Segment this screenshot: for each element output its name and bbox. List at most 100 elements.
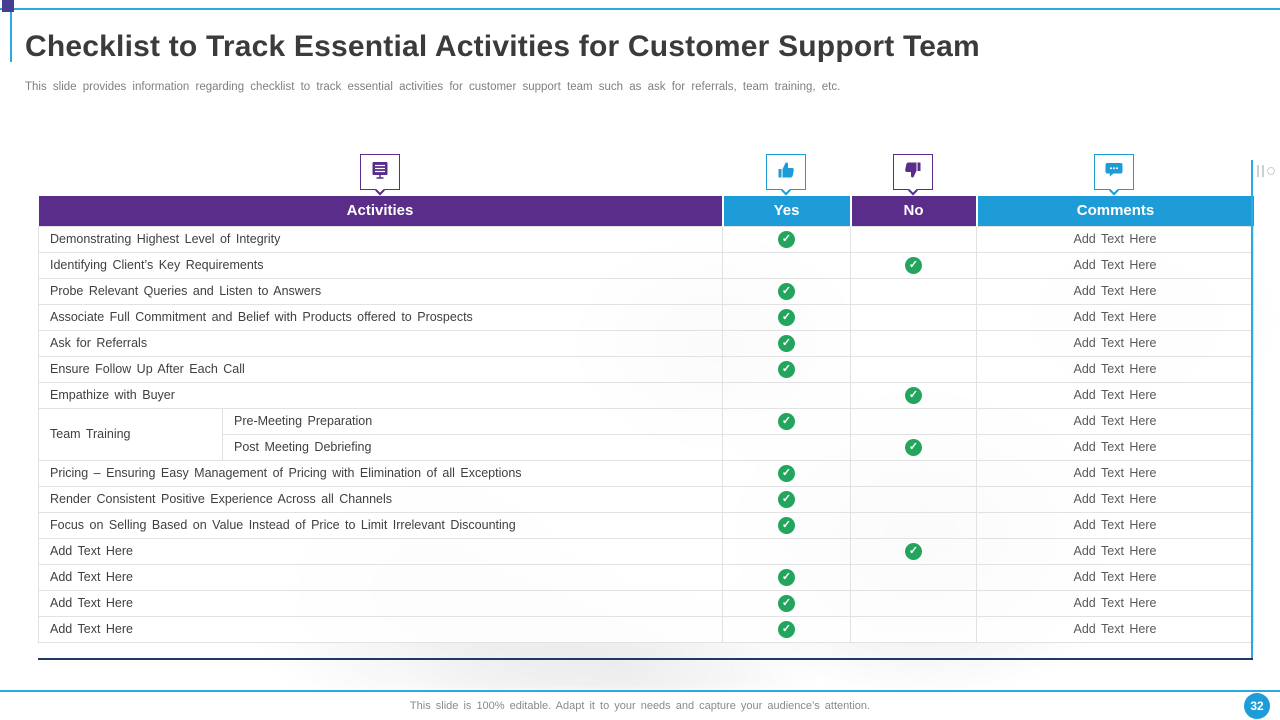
yes-cell: ✓ xyxy=(722,407,852,435)
table-row: Render Consistent Positive Experience Ac… xyxy=(37,485,1255,513)
no-cell xyxy=(850,511,978,539)
left-accent-line xyxy=(10,0,12,62)
table-row: Identifying Client’s Key Requirements ✓ Ad… xyxy=(37,251,1255,279)
activity-cell: Pricing – Ensuring Easy Management of Pr… xyxy=(37,459,724,487)
activity-cell: Focus on Selling Based on Value Instead … xyxy=(37,511,724,539)
deco-bar xyxy=(1257,165,1259,177)
comment-icon xyxy=(1104,160,1124,185)
no-cell: ✓ xyxy=(850,251,978,279)
no-cell xyxy=(850,485,978,513)
check-icon: ✓ xyxy=(778,334,796,352)
no-cell xyxy=(850,277,978,305)
activity-cell: Ask for Referrals xyxy=(37,329,724,357)
table-row: Ask for Referrals ✓ Add Text Here xyxy=(37,329,1255,357)
header-comments: Comments xyxy=(975,196,1254,226)
page-number-badge: 32 xyxy=(1244,693,1270,719)
thumbs-up-icon xyxy=(776,160,796,185)
check-icon: ✓ xyxy=(778,308,796,326)
yes-cell: ✓ xyxy=(722,485,852,513)
check-icon: ✓ xyxy=(778,230,796,248)
no-cell: ✓ xyxy=(850,537,978,565)
no-cell xyxy=(850,355,978,383)
table-row: Ensure Follow Up After Each Call ✓ Add Tex… xyxy=(37,355,1255,383)
check-icon: ✓ xyxy=(778,620,796,638)
comment-cell[interactable]: Add Text Here xyxy=(976,433,1255,461)
no-cell: ✓ xyxy=(850,381,978,409)
table-right-accent-line xyxy=(1251,160,1253,660)
activity-cell[interactable]: Add Text Here xyxy=(37,563,724,591)
decorative-marks xyxy=(1257,165,1275,177)
check-icon: ✓ xyxy=(778,282,796,300)
table-row: Add Text Here ✓ Add Text Here xyxy=(37,563,1255,591)
thumbs-down-icon xyxy=(903,160,923,185)
table-row: Associate Full Commitment and Belief wit… xyxy=(37,303,1255,331)
no-cell xyxy=(850,303,978,331)
slide-subtitle: This slide provides information regardin… xyxy=(25,81,841,93)
comment-cell[interactable]: Add Text Here xyxy=(976,277,1255,305)
check-icon: ✓ xyxy=(778,516,796,534)
check-icon: ✓ xyxy=(778,464,796,482)
no-cell xyxy=(850,615,978,643)
group-cell: Team Training xyxy=(38,407,223,461)
footer-note: This slide is 100% editable. Adapt it to… xyxy=(409,700,871,712)
corner-square xyxy=(2,0,14,12)
activities-icon-box xyxy=(360,154,400,196)
check-icon: ✓ xyxy=(778,594,796,612)
activity-cell: Ensure Follow Up After Each Call xyxy=(37,355,724,383)
activity-cell: Associate Full Commitment and Belief wit… xyxy=(37,303,724,331)
comment-cell[interactable]: Add Text Here xyxy=(976,615,1255,643)
comment-cell[interactable]: Add Text Here xyxy=(976,485,1255,513)
comment-cell[interactable]: Add Text Here xyxy=(976,329,1255,357)
yes-cell xyxy=(722,537,852,565)
no-cell xyxy=(850,407,978,435)
header-no: No xyxy=(849,196,977,226)
yes-cell: ✓ xyxy=(722,225,852,253)
comment-cell[interactable]: Add Text Here xyxy=(976,563,1255,591)
comment-cell[interactable]: Add Text Here xyxy=(976,407,1255,435)
yes-cell: ✓ xyxy=(722,563,852,591)
check-icon: ✓ xyxy=(905,386,923,404)
check-icon: ✓ xyxy=(778,360,796,378)
yes-cell: ✓ xyxy=(722,589,852,617)
activity-cell: Identifying Client’s Key Requirements xyxy=(37,251,724,279)
checklist-icon xyxy=(370,160,390,185)
table-row: Team Training Pre-Meeting Preparation ✓ Add… xyxy=(38,407,1255,461)
activity-cell[interactable]: Add Text Here xyxy=(37,615,724,643)
table-header-row: Activities Yes No Comments xyxy=(38,196,1254,226)
table-row: Demonstrating Highest Level of Integrity… xyxy=(37,225,1255,253)
check-icon: ✓ xyxy=(905,438,923,456)
comment-cell[interactable]: Add Text Here xyxy=(976,303,1255,331)
comment-cell[interactable]: Add Text Here xyxy=(976,225,1255,253)
comment-cell[interactable]: Add Text Here xyxy=(976,459,1255,487)
activity-cell[interactable]: Add Text Here xyxy=(37,537,724,565)
page-title: Checklist to Track Essential Activities … xyxy=(25,30,980,63)
no-cell xyxy=(850,589,978,617)
comment-cell[interactable]: Add Text Here xyxy=(976,251,1255,279)
yes-cell: ✓ xyxy=(722,355,852,383)
activity-cell: Demonstrating Highest Level of Integrity xyxy=(37,225,724,253)
deco-bar xyxy=(1262,165,1264,177)
no-cell xyxy=(850,459,978,487)
table-row: Add Text Here ✓ Add Text Here xyxy=(37,537,1255,565)
deco-circle xyxy=(1267,167,1275,175)
comment-cell[interactable]: Add Text Here xyxy=(976,589,1255,617)
yes-icon-box xyxy=(766,154,806,196)
table-row: Pricing – Ensuring Easy Management of Pr… xyxy=(37,459,1255,487)
no-cell xyxy=(850,563,978,591)
yes-cell: ✓ xyxy=(722,615,852,643)
table-row: Focus on Selling Based on Value Instead … xyxy=(37,511,1255,539)
comment-cell[interactable]: Add Text Here xyxy=(976,381,1255,409)
comment-cell[interactable]: Add Text Here xyxy=(976,537,1255,565)
yes-cell: ✓ xyxy=(722,329,852,357)
header-yes: Yes xyxy=(721,196,851,226)
no-cell xyxy=(850,329,978,357)
comment-cell[interactable]: Add Text Here xyxy=(976,355,1255,383)
activity-cell[interactable]: Add Text Here xyxy=(37,589,724,617)
table-row: Empathize with Buyer ✓ Add Text Here xyxy=(37,381,1255,409)
yes-cell xyxy=(722,251,852,279)
check-icon: ✓ xyxy=(778,412,796,430)
yes-cell: ✓ xyxy=(722,277,852,305)
check-icon: ✓ xyxy=(905,256,923,274)
comment-cell[interactable]: Add Text Here xyxy=(976,511,1255,539)
